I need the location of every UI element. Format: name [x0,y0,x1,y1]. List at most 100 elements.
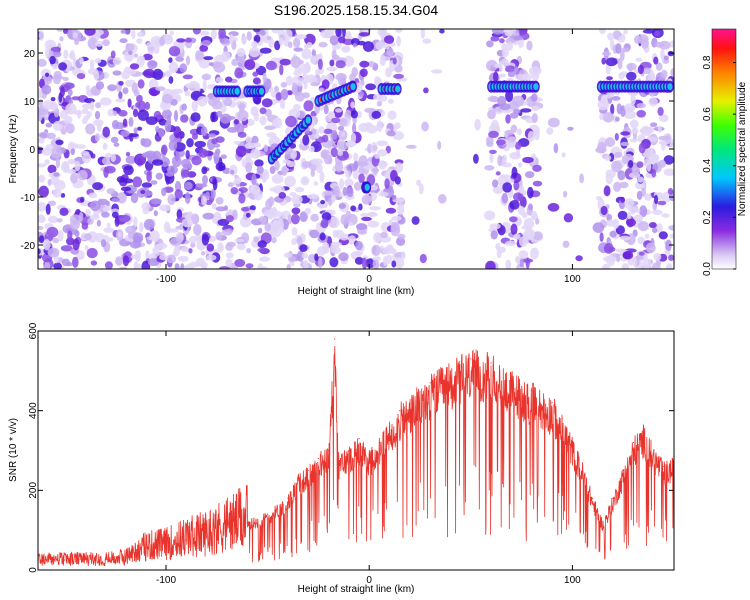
spectrogram-cell [195,183,208,188]
spectrogram-cell [229,34,234,45]
spectrogram-cell [437,140,442,150]
colorbar-tick-label: 0.0 [702,262,713,276]
spectrogram-cell [356,223,368,231]
spectrogram-cell [215,206,227,212]
spectrogram-cell [203,56,214,61]
spectrogram-cell [311,49,316,57]
spectrogram-cell [303,100,314,112]
spectrogram-cell [132,232,144,244]
spectrogram-cell [176,209,183,220]
spectrogram-cell [637,176,645,183]
spectrogram-cell [626,218,636,227]
spectrogram-cell [90,153,96,159]
spectrogram-cell [350,101,355,109]
spectrogram-cell [281,166,288,176]
spectrogram-cell [604,155,612,161]
spectrogram-cell [66,262,73,267]
spectrogram-cell [106,222,111,228]
spectrogram-cell [510,223,518,235]
spectrogram-cell [235,145,247,157]
spectrogram-cell [323,128,333,134]
spectrogram-cell [606,213,612,222]
spectrogram-cell [104,261,113,269]
spectrogram-cell [391,248,397,255]
spectrogram-cell [628,160,634,168]
spectrogram-cell [257,227,263,234]
spectrogram-cell [159,254,169,261]
spectrogram-cell [122,178,134,184]
spectrogram-cell [492,179,499,188]
spectrogram-cell [648,97,658,107]
spectrogram-cell [44,261,51,269]
spectrogram-cell [505,90,514,102]
spectrogram-cell [396,35,401,47]
spectrogram-cell [486,59,498,72]
spectrogram-cell [142,206,150,215]
spectrogram-cell [547,117,560,128]
spectrogram-cell [262,72,267,83]
spectrogram-cell [131,29,136,39]
spectrogram-cell [361,257,368,269]
spectrogram-cell [90,260,98,266]
spectrogram-cell [669,233,674,239]
spectrogram-cell [497,154,503,167]
spectrogram-cell [513,180,520,191]
spectrogram-cell [317,58,323,70]
spectrogram-cell [41,147,53,156]
spectrogram-cell [353,181,362,191]
y-tick-label: -10 [21,193,36,204]
spectrogram-cell [53,179,66,191]
snr-point [582,465,584,467]
spectrogram-cell [430,69,443,74]
spectrogram-cell [649,122,658,127]
spectrogram-cell [129,63,140,70]
spectrogram-cell [642,29,655,34]
spectrogram-cell [236,47,246,57]
spectrogram-cell [251,41,258,49]
spectrogram-cell [38,185,49,198]
snr-point [334,338,336,340]
spectrogram-cell [137,79,145,89]
spectrogram-cell [183,264,195,269]
spectrogram-cell [190,112,201,122]
spectrogram-cell [107,108,115,117]
spectrogram-cell [213,62,226,73]
snr-point [510,378,512,380]
spectrogram-cell [630,93,636,106]
spectrogram-cell [115,256,124,266]
spectrogram-cell [100,239,107,248]
spectrogram-cell [289,261,295,267]
spectrogram-cell [331,130,338,140]
snr-point [328,449,330,452]
spectrogram-cell [38,163,47,168]
spectrogram-cell [667,188,674,195]
spectrogram-cell [212,178,218,191]
spectrogram-cell [416,179,422,187]
spectrogram-cell [329,257,339,268]
spectrogram-cell [601,57,606,65]
spectrogram-cell [74,144,87,150]
snr-point [104,559,106,561]
spectrogram-cell [50,97,56,102]
spectrogram-cell [93,70,100,81]
spectrogram-cell [210,188,216,199]
spectrogram-cell [99,97,112,106]
spectrogram-cell [133,216,138,228]
spectrogram-cell [499,174,511,179]
spectrogram-cell [111,197,121,203]
spectrogram-cell [200,126,208,137]
spectrogram-cell [421,121,429,132]
snr-point [368,453,370,456]
spectrogram-cell [528,66,541,76]
colorbar-tick-label: 0.6 [702,107,713,121]
snr-point [307,469,309,471]
spectrogram-cell [613,181,622,192]
snr-point [612,497,614,499]
spectrogram-cell [344,178,354,187]
spectrogram-cell [636,103,646,109]
spectrogram-cell [533,128,540,141]
spectrogram-cell [520,108,532,113]
spectrogram-cell [110,136,119,144]
spectrogram-cell [136,94,143,103]
spectrogram-cell [234,259,246,267]
